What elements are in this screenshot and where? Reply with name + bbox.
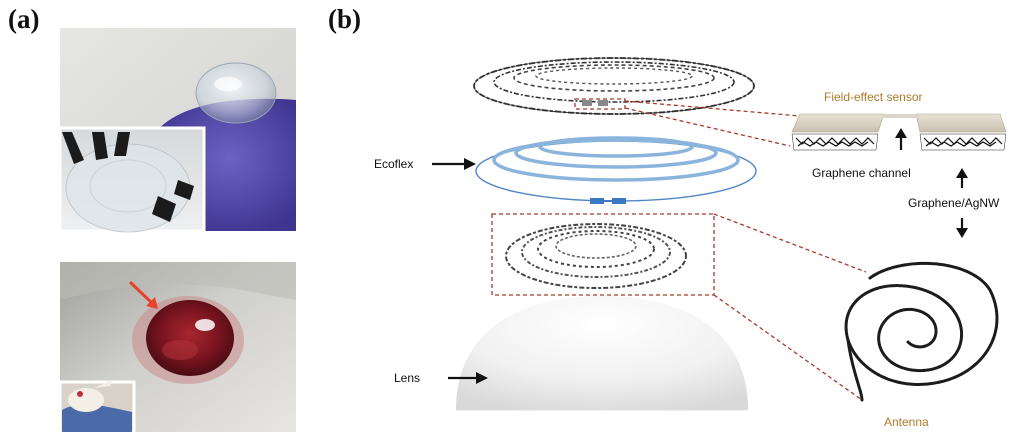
label-graphene-agnw: Graphene/AgNW	[908, 196, 1000, 210]
leader-line-sensor-bottom	[624, 107, 791, 147]
leader-line-antenna-top	[713, 213, 867, 273]
label-ecoflex: Ecoflex	[374, 157, 413, 171]
field-effect-sensor-graphic	[791, 113, 1007, 151]
lens-arrow-icon	[448, 372, 488, 384]
sensor-layer	[473, 57, 755, 115]
label-graphene-channel: Graphene channel	[812, 166, 911, 180]
panel-label-a: (a)	[8, 4, 40, 34]
arrow-up-icon	[956, 168, 968, 188]
leader-line-antenna-bottom	[713, 294, 863, 401]
leader-line-sensor-top	[624, 100, 801, 117]
label-field-effect-sensor: Field-effect sensor	[824, 90, 923, 104]
ecoflex-arrow-icon	[432, 158, 476, 170]
inset-lens-electrodes	[58, 126, 206, 233]
red-arrow-icon	[128, 280, 158, 309]
antenna-layer	[505, 223, 687, 289]
label-lens: Lens	[394, 371, 420, 385]
label-antenna: Antenna	[884, 415, 929, 429]
panel-label-b: (b)	[328, 4, 361, 34]
inset-rabbit	[58, 380, 136, 432]
antenna-spiral-graphic	[844, 261, 999, 402]
sensor-zoom-box	[574, 98, 626, 110]
contact-lens	[195, 62, 277, 124]
lens-dome	[456, 296, 748, 410]
antenna-zoom-box	[491, 213, 715, 296]
arrow-down-icon	[956, 218, 968, 238]
ecoflex-layer	[475, 136, 757, 204]
rabbit-eye	[146, 300, 234, 376]
